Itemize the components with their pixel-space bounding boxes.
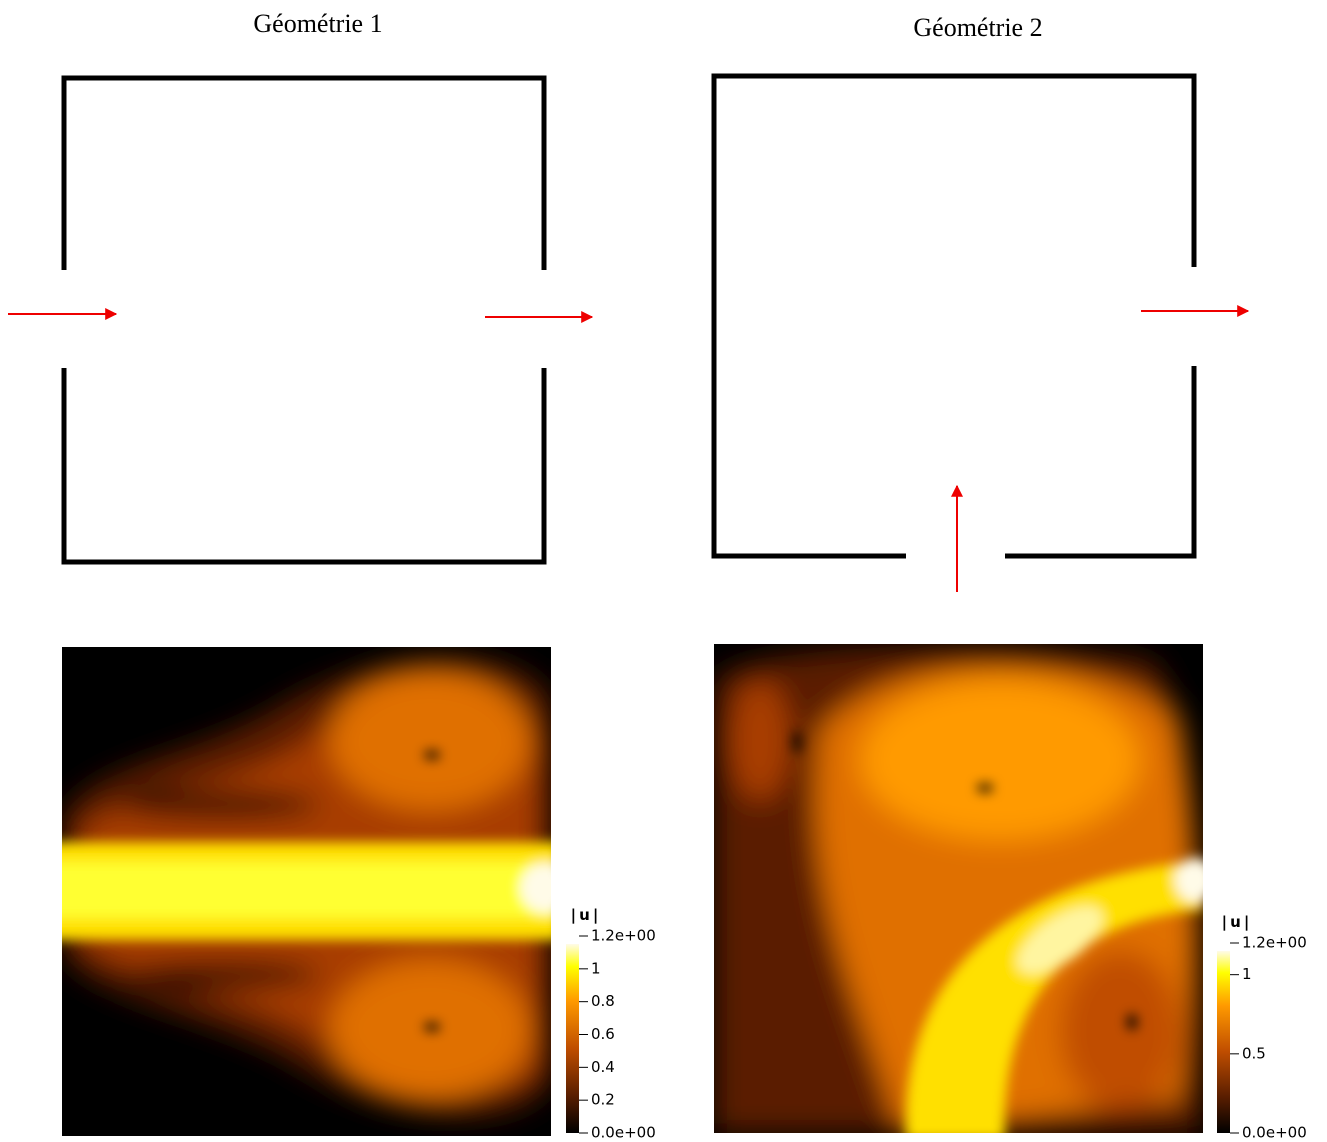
geometry-1 bbox=[8, 75, 594, 565]
colorbar-tick-label: 1 bbox=[591, 959, 601, 977]
colorbar-title: |u| bbox=[1222, 913, 1253, 932]
heatmap-2 bbox=[714, 644, 1203, 1133]
colorbar-tick-label: 1 bbox=[1242, 965, 1252, 983]
colorbar-tick-label: 0.0e+00 bbox=[1242, 1124, 1307, 1142]
heatmap-1 bbox=[62, 647, 551, 1136]
colorbar-title: |u| bbox=[571, 906, 602, 925]
colorbar-tick-label: 0.0e+00 bbox=[591, 1124, 656, 1142]
panel-title: Géométrie 2 bbox=[913, 13, 1042, 42]
colorbar bbox=[566, 944, 579, 1133]
colorbar-tick-label: 0.5 bbox=[1242, 1044, 1266, 1062]
colorbar-tick-label: 1.2e+00 bbox=[1242, 934, 1307, 952]
panel-title: Géométrie 1 bbox=[253, 9, 382, 38]
colorbar bbox=[1217, 951, 1230, 1133]
colorbar-tick-label: 0.4 bbox=[591, 1058, 615, 1076]
colorbar-tick-label: 1.2e+00 bbox=[591, 927, 656, 945]
geometry-2 bbox=[711, 73, 1250, 592]
colorbar-tick-label: 0.2 bbox=[591, 1091, 615, 1109]
colorbar-tick-label: 0.6 bbox=[591, 1025, 615, 1043]
colorbar-tick-label: 0.8 bbox=[591, 992, 615, 1010]
